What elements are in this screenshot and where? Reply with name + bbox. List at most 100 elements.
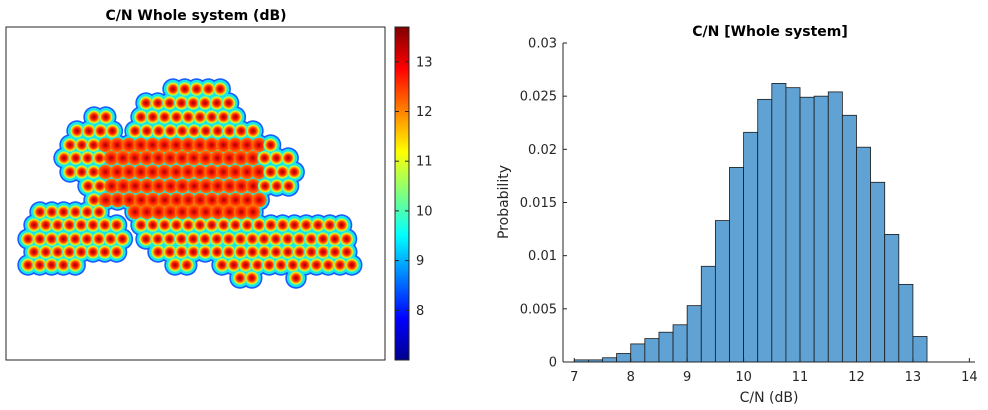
beam-cell — [233, 231, 248, 247]
beam-cell — [251, 164, 267, 180]
beam-cell — [116, 178, 131, 194]
heatmap-title: C/N Whole system (dB) — [105, 8, 286, 24]
beam-cell — [165, 81, 181, 97]
beam-cell — [121, 137, 137, 153]
beam-cell — [167, 257, 183, 273]
beam-cell — [233, 123, 249, 139]
beam-cell — [222, 123, 237, 139]
histogram-bar — [799, 96, 815, 363]
beam-cell — [221, 231, 236, 247]
colorbar-tick-label: 12 — [416, 105, 433, 120]
beam-cell — [280, 244, 296, 260]
colorbar-tick-label: 13 — [416, 55, 433, 70]
beam-cell — [85, 217, 101, 233]
beam-cell — [139, 204, 155, 220]
beam-cell — [327, 244, 343, 260]
histogram-bar — [870, 181, 886, 363]
beam-cell — [327, 231, 343, 247]
beam-cell — [68, 150, 84, 166]
beam-cell — [145, 137, 160, 153]
histogram-bar — [686, 305, 702, 363]
histogram-bar — [898, 283, 914, 363]
histogram-y-axis-label: Probability — [496, 165, 512, 239]
histogram-bar — [827, 91, 843, 363]
beam-cell — [180, 217, 196, 233]
beam-cell — [192, 109, 208, 125]
beam-cell — [177, 81, 193, 97]
beam-cell — [281, 178, 296, 194]
beam-cell — [150, 95, 166, 111]
histogram-bar — [630, 343, 646, 363]
beam-cell — [62, 217, 77, 233]
beam-cell — [216, 109, 231, 125]
beam-cell — [228, 192, 243, 208]
beam-cell — [263, 217, 279, 233]
beam-cell — [163, 178, 178, 194]
beam-cell — [56, 231, 71, 247]
beam-cell — [157, 217, 172, 233]
beam-cell — [127, 178, 143, 194]
heatmap-coverage-area — [17, 78, 363, 289]
beam-cell — [197, 231, 213, 247]
histogram-bar — [841, 114, 857, 363]
beam-cell — [133, 137, 149, 153]
beam-cell — [198, 204, 214, 220]
beam-cell — [145, 192, 161, 208]
beam-cell — [38, 217, 54, 233]
beam-cell — [221, 150, 237, 166]
beam-cell — [68, 204, 83, 220]
coverage-cells — [20, 81, 360, 286]
beam-cell — [222, 204, 237, 220]
beam-cell — [103, 231, 118, 247]
beam-cell — [222, 178, 237, 194]
beam-cell — [163, 204, 178, 220]
beam-cell — [44, 231, 59, 247]
beam-cell — [285, 257, 301, 273]
beam-cell — [185, 95, 201, 111]
beam-cell — [239, 164, 255, 180]
beam-cell — [157, 192, 173, 208]
beam-cell — [145, 164, 160, 180]
beam-cell — [198, 123, 214, 139]
beam-cell — [98, 192, 114, 208]
beam-cell — [216, 217, 231, 233]
beam-cell — [204, 137, 219, 153]
beam-cell — [280, 150, 296, 166]
beam-cell — [209, 231, 225, 247]
x-tick-label: 14 — [961, 370, 978, 385]
histogram-title: C/N [Whole system] — [692, 24, 848, 40]
beam-cell — [80, 178, 96, 194]
histogram-bar — [616, 353, 632, 363]
beam-cell — [86, 137, 101, 153]
beam-cell — [139, 150, 154, 166]
beam-cell — [228, 217, 243, 233]
beam-cell — [163, 123, 178, 139]
histogram-bars — [573, 83, 928, 363]
beam-cell — [62, 137, 78, 153]
x-tick-label: 9 — [683, 370, 691, 385]
beam-cell — [109, 137, 125, 153]
beam-cell — [239, 217, 255, 233]
beam-cell — [174, 204, 190, 220]
y-tick-label: 0.03 — [528, 37, 557, 52]
histogram-axes: 7 8 9 10 11 12 13 14 0 0.005 0.01 0.015 0.02 0.025 0.0… — [520, 37, 978, 386]
beam-cell — [133, 192, 149, 208]
colorbar-tick-label: 9 — [416, 254, 424, 269]
beam-cell — [233, 150, 249, 166]
beam-cell — [86, 109, 102, 125]
beam-cell — [115, 150, 131, 166]
beam-cell — [175, 178, 190, 194]
histogram-bar — [602, 357, 618, 363]
beam-cell — [245, 244, 260, 260]
beam-cell — [192, 137, 208, 153]
beam-cell — [227, 164, 243, 180]
beam-cell — [92, 150, 107, 166]
beam-cell — [139, 178, 155, 194]
y-tick-label: 0.015 — [520, 196, 557, 211]
beam-cell — [198, 150, 213, 166]
beam-cell — [210, 150, 225, 166]
beam-cell — [239, 137, 255, 153]
beam-cell — [121, 164, 137, 180]
y-tick-label: 0 — [549, 356, 557, 371]
histogram-bar — [658, 331, 674, 363]
